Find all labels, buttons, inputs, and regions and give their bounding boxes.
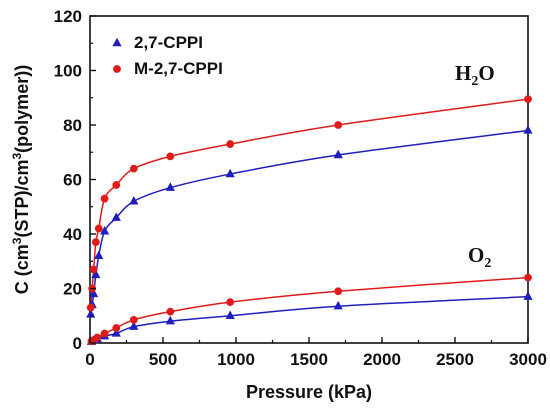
data-point <box>333 149 343 159</box>
y-axis-title-part: (polymer)) <box>12 65 32 153</box>
plot-area <box>86 15 533 346</box>
data-point <box>86 303 95 312</box>
y-tick-label: 40 <box>63 225 82 244</box>
data-point <box>112 324 121 332</box>
data-point <box>523 125 533 134</box>
data-point <box>334 121 343 129</box>
data-point <box>86 309 96 318</box>
data-point <box>166 152 175 161</box>
y-tick-label: 60 <box>63 171 82 190</box>
legend-marker <box>113 65 121 73</box>
series-line <box>89 98 529 308</box>
y-axis-title-part: (STP)/cm <box>12 159 32 237</box>
data-point <box>129 196 139 205</box>
data-point <box>165 315 175 325</box>
y-axis-title: C (cm3(STP)/cm3(polymer)) <box>10 65 32 294</box>
x-tick-label: 2500 <box>436 350 474 369</box>
series-line <box>91 276 529 343</box>
y-tick-label: 20 <box>63 280 82 299</box>
data-point <box>91 238 100 247</box>
data-point <box>165 182 175 191</box>
x-tick-label: 500 <box>149 350 177 369</box>
data-point <box>524 95 532 104</box>
y-axis-title-sup: 3 <box>10 237 24 244</box>
data-points <box>86 95 533 346</box>
legend-label: M-2,7-CPPI <box>134 59 223 78</box>
data-point <box>524 273 532 282</box>
annotation-text: H <box>455 61 471 85</box>
y-axis-title-sup: 3 <box>10 152 24 159</box>
annotation-label: O2 <box>468 243 491 271</box>
fit-lines <box>89 98 529 343</box>
data-point <box>129 321 139 330</box>
y-tick-label: 100 <box>54 62 82 81</box>
data-point <box>89 265 98 274</box>
data-point <box>112 181 121 189</box>
x-tick-label: 1000 <box>217 350 255 369</box>
data-point <box>333 300 343 310</box>
y-tick-label: 0 <box>73 334 82 353</box>
series-line <box>91 295 529 343</box>
tick-labels: 0 500 1000 1500 2000 2500 3000 0 20 40 60 80 100 120 <box>54 7 547 369</box>
x-tick-label: 0 <box>85 350 94 369</box>
data-point <box>94 224 103 233</box>
legend-marker <box>112 37 122 47</box>
data-point <box>94 250 104 260</box>
data-point <box>100 194 109 203</box>
data-point <box>89 288 99 298</box>
data-point <box>100 225 110 235</box>
data-point <box>100 329 109 338</box>
data-point <box>226 140 235 148</box>
data-point <box>523 291 533 300</box>
data-point <box>91 269 101 279</box>
data-point <box>93 333 102 342</box>
annotation-sub: 2 <box>471 74 478 89</box>
legend: 2,7-CPPI M-2,7-CPPI <box>112 33 223 78</box>
axis-ticks <box>89 15 529 344</box>
data-point <box>111 212 121 221</box>
x-axis-title: Pressure (kPa) <box>246 382 372 402</box>
annotation-sub: 2 <box>484 256 491 271</box>
series-line <box>89 129 529 315</box>
data-point <box>226 298 235 307</box>
data-point <box>111 328 121 337</box>
data-point <box>334 287 343 296</box>
x-tick-label: 2000 <box>363 350 401 369</box>
annotation-text: O <box>468 243 484 267</box>
x-tick-label: 3000 <box>509 350 547 369</box>
data-point <box>129 164 138 173</box>
data-point <box>225 168 235 178</box>
data-point <box>129 315 138 324</box>
data-point <box>225 310 235 319</box>
y-tick-label: 120 <box>54 7 82 26</box>
legend-label: 2,7-CPPI <box>134 33 203 52</box>
y-tick-label: 80 <box>63 116 82 135</box>
y-axis-title-part: C (cm <box>12 244 32 294</box>
data-point <box>166 307 175 316</box>
annotation-tail: O <box>478 61 494 85</box>
x-tick-label: 1500 <box>290 350 328 369</box>
annotation-label: H2O <box>455 61 495 89</box>
